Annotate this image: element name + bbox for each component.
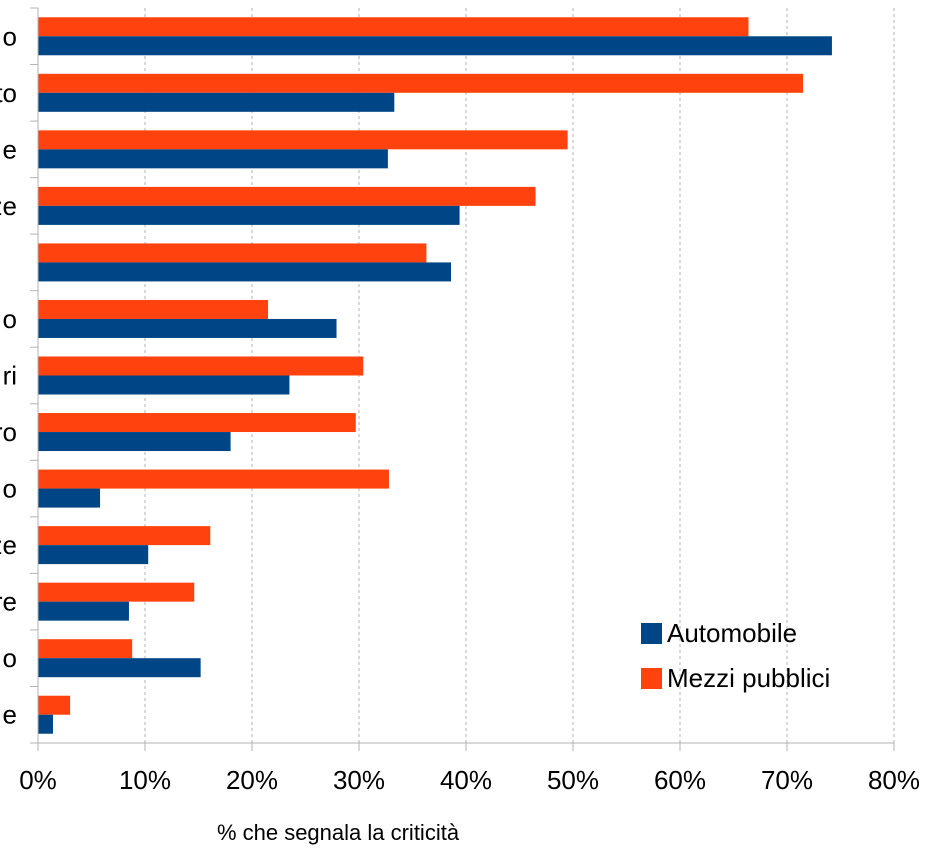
bar-automobile [38,318,337,338]
bar-automobile [38,92,395,112]
x-tick-label: 10% [119,765,171,795]
category-label: o [3,21,17,51]
x-tick-label: 20% [226,765,278,795]
x-tick-labels: 0% 10% 20% 30% 40% 50% 60% 70% 80% [19,765,920,795]
axes [30,7,895,751]
bar-mezzi-pubblici [38,17,749,37]
bar-automobile [38,601,129,621]
bar-mezzi-pubblici [38,639,133,659]
bar-mezzi-pubblici [38,186,536,206]
x-tick-label: 70% [761,765,813,795]
bar-mezzi-pubblici [38,526,211,546]
category-label: o [3,643,17,673]
category-label: o [3,474,17,504]
x-axis-title: % che segnala la criticità [217,820,460,845]
x-tick-label: 0% [19,765,57,795]
category-label: e [3,700,17,730]
x-tick-label: 60% [654,765,706,795]
category-label: ro [0,417,17,447]
bar-mezzi-pubblici [38,130,568,150]
category-label: ze [0,530,17,560]
bar-automobile [38,205,460,225]
category-labels: otoezeoriroozereoe [0,21,17,729]
bars [38,17,832,734]
bar-mezzi-pubblici [38,356,364,376]
x-tick-label: 30% [333,765,385,795]
legend: Automobile Mezzi pubblici [641,618,830,693]
category-label: to [0,78,17,108]
bar-automobile [38,149,388,169]
legend-swatch [641,668,662,689]
bar-automobile [38,262,452,282]
category-label: ze [0,191,17,221]
legend-label: Automobile [667,618,797,648]
category-label: o [3,304,17,334]
bar-automobile [38,375,290,395]
bar-mezzi-pubblici [38,73,804,93]
legend-label: Mezzi pubblici [667,663,830,693]
bar-automobile [38,545,149,565]
bar-automobile [38,714,53,734]
legend-swatch [641,623,662,644]
bar-mezzi-pubblici [38,469,389,489]
bar-automobile [38,658,201,678]
bar-mezzi-pubblici [38,695,71,715]
bar-automobile [38,488,101,508]
bar-mezzi-pubblici [38,582,195,602]
x-tick-label: 40% [440,765,492,795]
bar-automobile [38,432,231,452]
x-tick-label: 50% [547,765,599,795]
category-label: ri [3,361,17,391]
x-tick-label: 80% [868,765,920,795]
bar-mezzi-pubblici [38,243,427,263]
category-label: e [3,134,17,164]
bar-mezzi-pubblici [38,299,269,319]
bar-automobile [38,36,832,56]
bar-mezzi-pubblici [38,413,356,433]
category-label: re [0,587,17,617]
